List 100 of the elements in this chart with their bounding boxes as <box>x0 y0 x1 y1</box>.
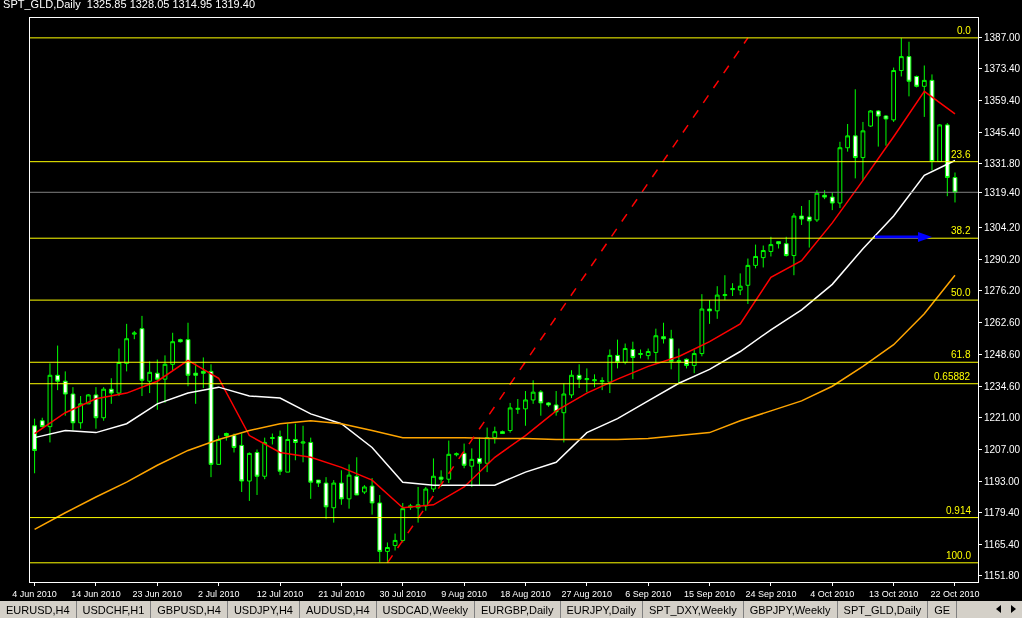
candlestick <box>783 236 789 257</box>
y-tick-label: 1276.20 <box>984 285 1021 297</box>
candlestick <box>546 401 551 408</box>
candlestick <box>369 477 375 516</box>
candlestick <box>592 373 597 388</box>
candlestick <box>799 205 804 226</box>
text: USDCHF,H1 <box>76 601 152 618</box>
text: USDJPY,H4 <box>227 601 300 618</box>
candlestick <box>469 447 475 488</box>
text: EURGBP,Daily <box>474 601 561 618</box>
candlestick <box>446 440 452 484</box>
candlestick <box>507 402 513 434</box>
candlestick <box>891 67 897 123</box>
chart-title: SPT_GLD,Daily 1325.85 1328.05 1314.95 1319.40 <box>3 0 256 11</box>
candlestick <box>239 433 245 493</box>
y-tick-label: 1345.40 <box>984 127 1021 139</box>
text: GE <box>928 601 958 618</box>
candlestick <box>246 451 252 502</box>
candlestick <box>921 65 927 118</box>
annotation: 0.0 <box>957 25 972 36</box>
text: USDCAD,Weekly <box>376 601 475 618</box>
candlestick <box>714 285 720 320</box>
x-tick-label: 13 Oct 2010 <box>869 588 919 599</box>
annotation: 23.6 <box>951 149 971 160</box>
candlestick <box>523 390 528 427</box>
candlestick <box>101 386 107 422</box>
y-tick-label: 1319.40 <box>984 186 1021 198</box>
candlestick <box>875 109 881 148</box>
text: GBPUSD,H4 <box>151 601 228 618</box>
candlestick <box>569 369 574 399</box>
y-tick-label: 1221.00 <box>984 411 1021 423</box>
candlestick <box>822 189 827 200</box>
candlestick <box>170 332 176 371</box>
candlestick <box>39 417 45 429</box>
candlestick <box>293 423 298 461</box>
candlestick <box>47 362 53 443</box>
candlestick <box>868 109 873 128</box>
candlestick <box>70 386 76 432</box>
candlestick <box>860 121 866 181</box>
candlestick <box>737 272 743 296</box>
annotation: 61.8 <box>951 349 971 360</box>
candlestick <box>208 363 214 478</box>
candlestick <box>653 328 659 364</box>
candlestick <box>837 141 843 209</box>
text: SPT_GLD,Daily <box>837 601 929 618</box>
candlestick <box>561 382 567 443</box>
candlestick <box>423 486 429 512</box>
candlestick <box>308 437 314 500</box>
candlestick <box>316 479 321 488</box>
text: AUDUSD,H4 <box>300 601 377 618</box>
x-tick-label: 27 Aug 2010 <box>561 588 613 599</box>
annotation: 38.2 <box>951 225 971 236</box>
y-tick-label: 1234.60 <box>984 380 1021 392</box>
candlestick <box>108 377 114 405</box>
candlestick <box>691 348 697 374</box>
candlestick <box>385 541 390 564</box>
annotation: 100.0 <box>946 550 972 561</box>
x-tick-label: 9 Aug 2010 <box>441 588 487 599</box>
candlestick <box>776 241 781 249</box>
x-tick-label: 12 Jul 2010 <box>256 588 304 599</box>
candlestick <box>377 494 383 563</box>
candlestick <box>492 426 498 445</box>
candlestick <box>185 322 191 387</box>
candlestick <box>722 274 728 301</box>
candlestick <box>707 299 712 325</box>
x-tick-label: 4 Oct 2010 <box>810 588 855 599</box>
candlestick <box>576 363 582 389</box>
candlestick <box>676 348 682 384</box>
candlestick <box>231 433 237 453</box>
y-tick-label: 1207.00 <box>984 443 1021 455</box>
candlestick <box>530 379 536 405</box>
candlestick <box>139 315 145 397</box>
candlestick <box>461 443 467 469</box>
x-tick-label: 4 Jun 2010 <box>12 588 57 599</box>
candlestick <box>898 37 904 77</box>
x-tick-label: 2 Jul 2010 <box>197 588 240 599</box>
candlestick <box>400 502 406 543</box>
candlestick <box>93 386 99 430</box>
y-tick-label: 1262.60 <box>984 316 1021 328</box>
candlestick <box>392 533 398 551</box>
annotation: 0.65882 <box>934 371 971 382</box>
candlestick <box>200 356 206 389</box>
candlestick <box>630 341 636 380</box>
text: EURUSD,H4 <box>0 601 77 618</box>
candlestick <box>638 348 643 359</box>
candlestick <box>177 338 183 344</box>
candlestick <box>538 389 544 417</box>
candlestick <box>147 360 153 394</box>
text: EURJPY,Daily <box>560 601 643 618</box>
candlestick <box>952 172 958 203</box>
x-tick-label: 6 Sep 2010 <box>625 588 672 599</box>
candlestick <box>223 433 229 442</box>
y-tick-label: 1165.40 <box>984 538 1020 550</box>
x-tick-label: 23 Jun 2010 <box>132 588 183 599</box>
candlestick <box>906 41 912 97</box>
candlestick <box>937 123 943 162</box>
y-tick-label: 1373.40 <box>984 63 1021 75</box>
candlestick <box>193 362 199 405</box>
x-tick-label: 24 Sep 2010 <box>745 588 797 599</box>
candlestick <box>354 456 360 496</box>
